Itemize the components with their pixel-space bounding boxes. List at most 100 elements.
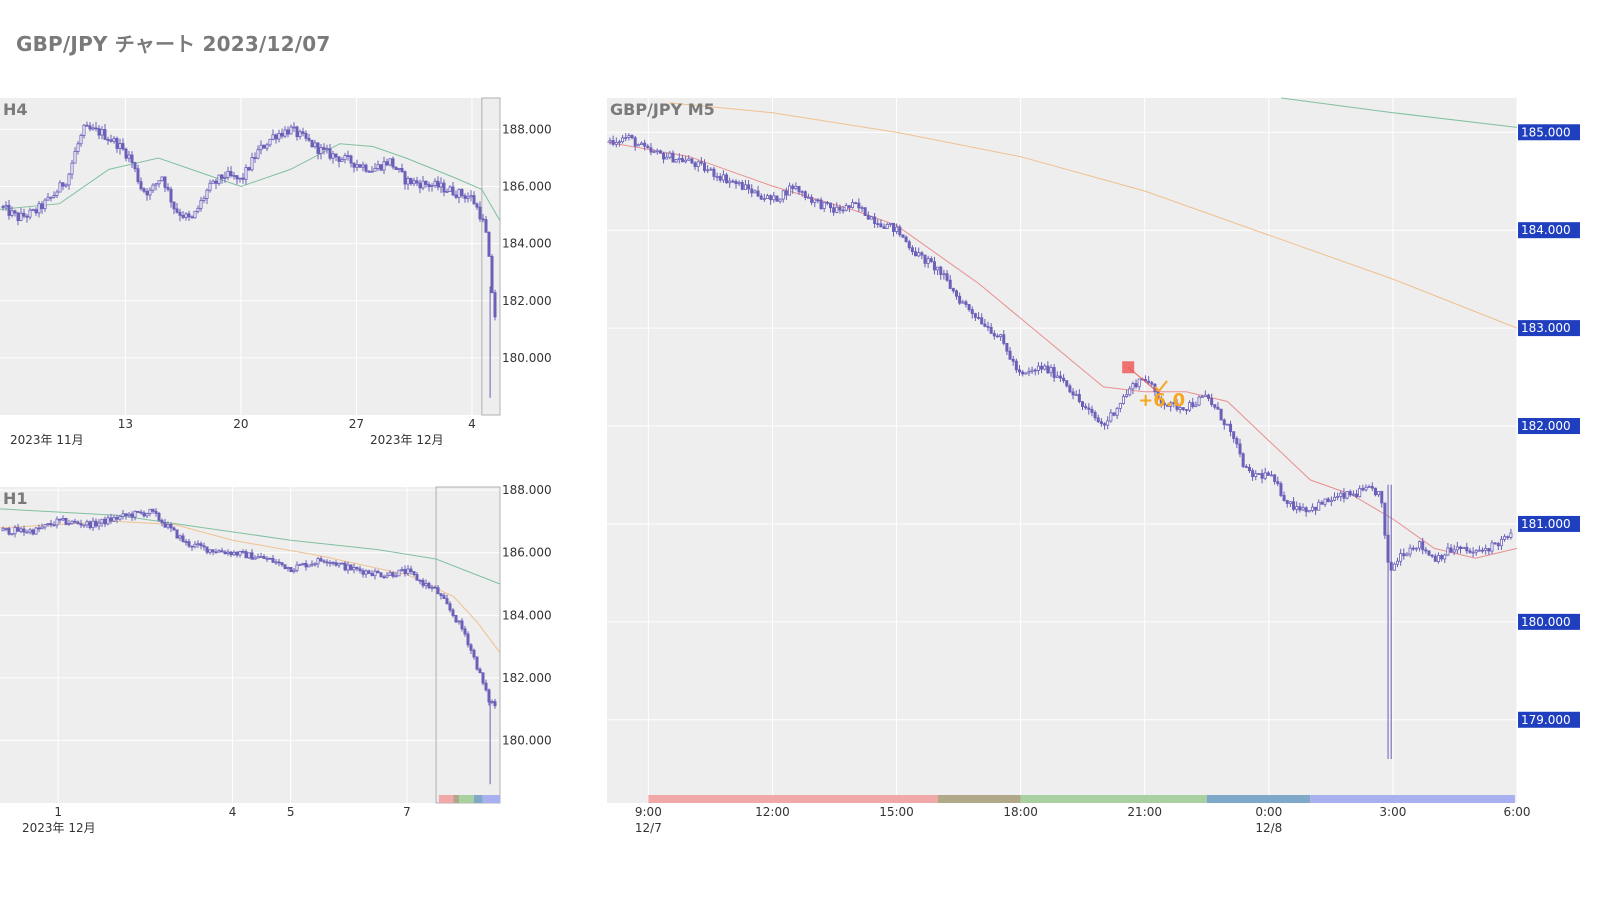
candle-body	[352, 162, 356, 168]
candle-body	[124, 148, 128, 159]
candle-body	[936, 266, 940, 271]
candle-body	[478, 206, 482, 220]
candle-body	[876, 223, 880, 225]
candle-body	[1260, 473, 1264, 479]
candle-body	[439, 182, 443, 188]
candle-body	[857, 202, 861, 209]
candle-body	[1307, 510, 1311, 513]
candle-body	[1191, 402, 1195, 408]
candle-body	[1024, 372, 1028, 375]
candle-body	[217, 174, 221, 184]
candle-body	[103, 129, 107, 140]
candle-body	[211, 549, 215, 553]
price-label-bg	[1518, 613, 1580, 630]
candle-body	[929, 258, 933, 263]
candle-body	[370, 573, 374, 577]
candle-body	[199, 543, 203, 547]
candle-body	[1430, 554, 1434, 557]
x-tick-label: 20	[233, 417, 248, 431]
candle-body	[319, 147, 323, 154]
candle-body	[1396, 560, 1400, 565]
candle-body	[1355, 493, 1359, 498]
session-band	[438, 795, 454, 803]
candle-body	[286, 567, 290, 570]
candle-body	[313, 563, 317, 566]
candle-body	[1506, 536, 1510, 539]
candle-body	[166, 524, 170, 528]
candle-body	[277, 132, 281, 140]
candle-body	[259, 144, 263, 151]
candle-body	[136, 510, 140, 513]
candle-body	[226, 551, 230, 554]
candle-body	[403, 569, 407, 574]
candle-body	[214, 180, 218, 184]
candle-body	[448, 186, 452, 192]
candle-body	[1128, 388, 1132, 396]
candle-body	[70, 162, 74, 175]
candle-body	[646, 145, 650, 149]
candle-body	[310, 563, 314, 566]
candle-body	[627, 135, 631, 138]
candle-body	[1389, 561, 1393, 571]
x-tick-label: 12:00	[755, 805, 790, 819]
y-tick-label: 182.000	[502, 671, 552, 685]
candle-body	[652, 150, 656, 153]
candle-body	[115, 138, 119, 149]
candle-body	[879, 223, 883, 228]
candle-body	[1292, 501, 1296, 510]
candle-body	[1225, 423, 1229, 426]
candle-body	[484, 219, 488, 233]
candle-body	[611, 140, 615, 145]
candle-body	[43, 199, 47, 210]
candle-body	[750, 188, 754, 194]
candle-body	[235, 175, 239, 180]
candle-body	[403, 171, 407, 185]
candle-body	[1459, 546, 1463, 549]
candle-body	[737, 182, 741, 185]
candle-body	[445, 190, 449, 193]
candle-body	[88, 125, 92, 130]
candle-body	[709, 168, 713, 171]
session-band	[1310, 795, 1515, 803]
candle-body	[1021, 371, 1025, 375]
candle-body	[1496, 543, 1500, 547]
candle-body	[703, 162, 707, 171]
candle-body	[268, 557, 272, 560]
candle-body	[319, 558, 323, 562]
x-subtick-label: 12/8	[1255, 821, 1282, 835]
candle-body	[7, 204, 11, 216]
candle-body	[133, 510, 137, 518]
candle-body	[1414, 547, 1418, 550]
candle-body	[466, 633, 470, 646]
candle-body	[1040, 365, 1044, 370]
candle-body	[460, 189, 464, 197]
candle-body	[355, 164, 359, 168]
candle-body	[49, 196, 53, 199]
candle-body	[1251, 470, 1255, 477]
session-band	[459, 795, 474, 803]
candle-body	[385, 574, 389, 578]
candle-body	[178, 211, 182, 216]
candle-body	[160, 176, 164, 182]
candle-body	[322, 560, 326, 563]
candle-body	[640, 142, 644, 146]
candle-body	[1421, 541, 1425, 551]
candle-body	[1383, 502, 1387, 536]
candle-body	[1333, 496, 1337, 501]
candle-body	[1131, 383, 1135, 390]
candle-body	[1440, 555, 1444, 560]
candle-body	[253, 157, 257, 159]
y-tick-label: 181.000	[1521, 517, 1571, 531]
candle-body	[1147, 380, 1151, 384]
candle-body	[373, 570, 377, 577]
candle-body	[106, 139, 110, 141]
candle-body	[1099, 421, 1103, 425]
candle-body	[819, 199, 823, 210]
candle-body	[463, 628, 467, 635]
candle-body	[806, 196, 810, 199]
candle-body	[439, 593, 443, 596]
candle-body	[860, 207, 864, 210]
candle-body	[70, 520, 74, 524]
candle-body	[334, 153, 338, 158]
price-label-bg	[1518, 711, 1580, 728]
